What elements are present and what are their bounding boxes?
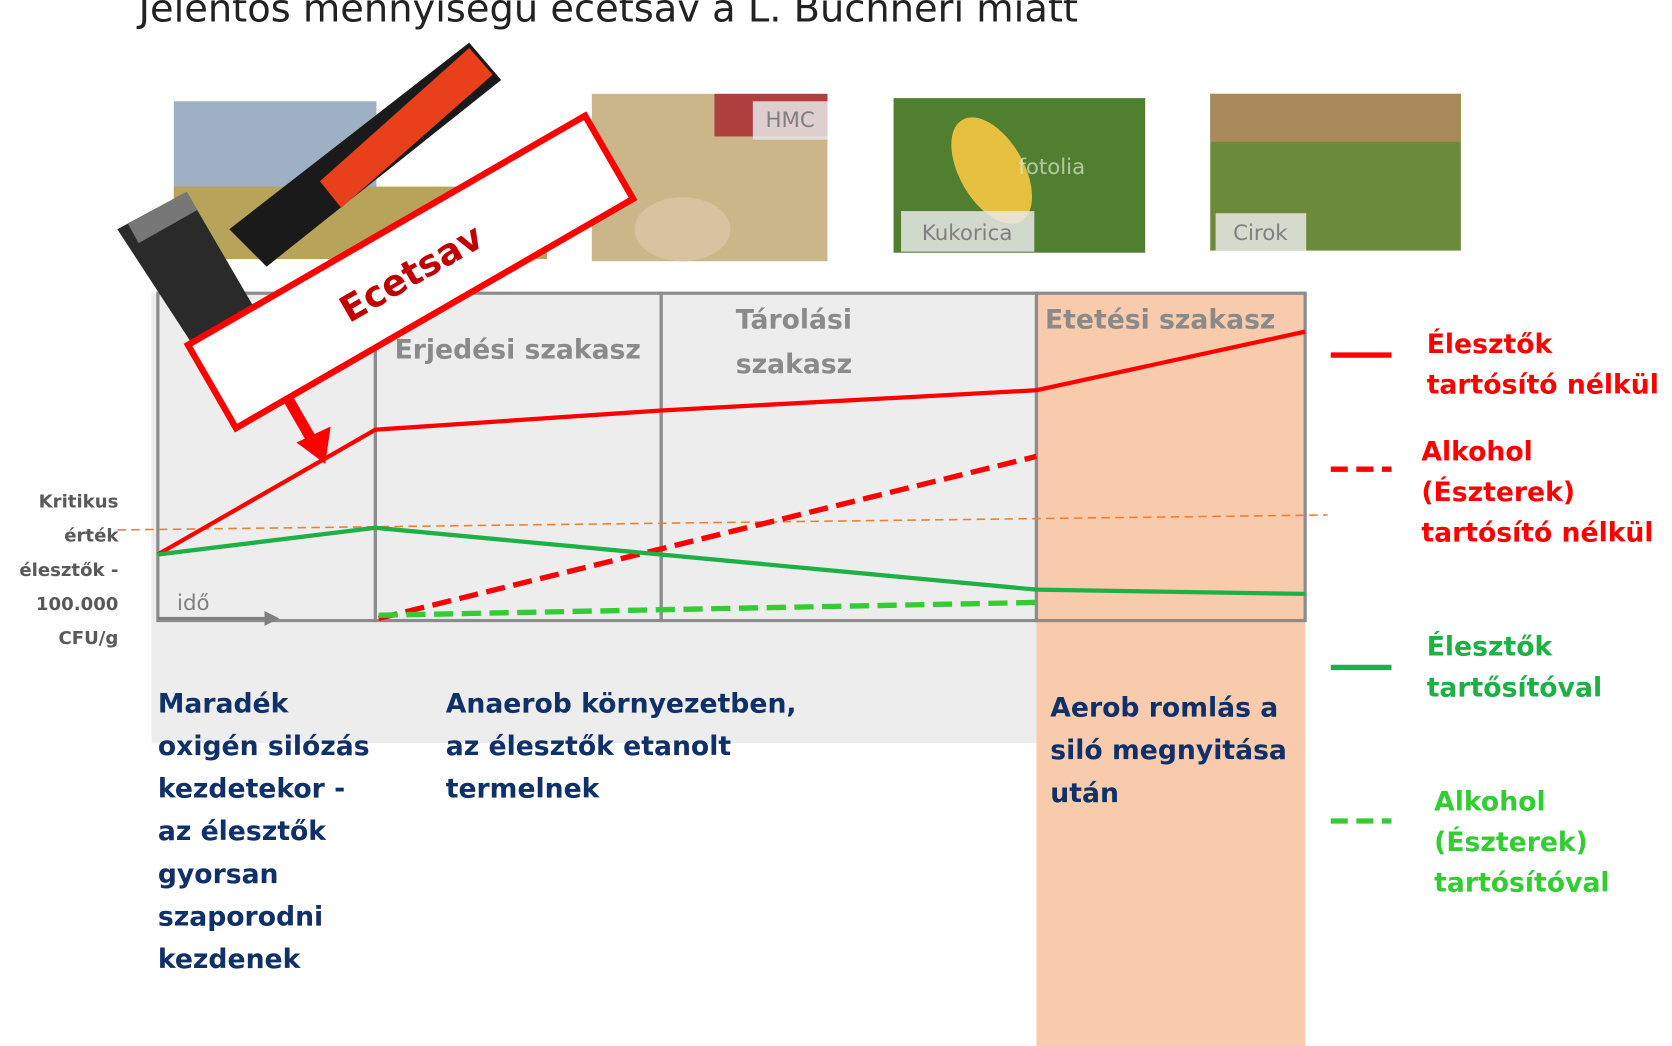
time-label: idő (177, 591, 210, 616)
legend-label: tartósító nélkül (1421, 518, 1653, 549)
description-line: termelnek (446, 774, 601, 805)
legend-label: Alkohol (1421, 437, 1532, 468)
phase-label: Erjedési szakasz (395, 334, 641, 365)
description-line: kezdetekor - (158, 774, 345, 805)
description-line: oxigén silózás (158, 731, 370, 762)
description-line: az élesztők (158, 816, 327, 847)
legend-label: tartósítóval (1434, 867, 1609, 898)
legend-label: Élesztők (1427, 328, 1554, 360)
legend-label: tartósító nélkül (1427, 369, 1659, 400)
phase-label: szakasz (736, 349, 852, 380)
critical-label: CFU/g (58, 628, 118, 649)
phase-label: Tárolási (736, 304, 852, 335)
page: Jelentős mennyiségű ecetsav a L. Buchner… (0, 0, 1672, 1046)
legend-label: Élesztők (1427, 631, 1554, 663)
description-line: Maradék (158, 688, 290, 719)
photo-label: Kukorica (922, 221, 1013, 246)
slide: Jelentős mennyiségű ecetsav a L. Buchner… (0, 0, 1672, 1046)
legend-label: (Észterek) (1421, 476, 1575, 508)
description-line: kezdenek (158, 944, 302, 975)
photo-label: Cirok (1233, 221, 1288, 246)
legend-label: Alkohol (1434, 786, 1545, 817)
description-line: szaporodni (158, 902, 323, 933)
legend-label: (Észterek) (1434, 826, 1588, 858)
photo-sorghum-heads (1210, 94, 1461, 142)
photo-hmc-hand (634, 197, 730, 261)
description-line: Aerob romlás a (1050, 693, 1278, 724)
photo-label: HMC (766, 108, 815, 133)
critical-label: 100.000 (36, 594, 118, 615)
slide-title: Jelentős mennyiségű ecetsav a L. Buchner… (137, 0, 1078, 31)
feeding-column (1036, 293, 1305, 1046)
critical-label: érték (64, 526, 119, 547)
description-line: után (1050, 778, 1119, 809)
critical-label: élesztők - (19, 560, 118, 581)
watermark: fotolia (1018, 155, 1085, 180)
phase-label: Etetési szakasz (1045, 304, 1275, 335)
description-line: az élesztők etanolt (446, 731, 732, 762)
description-line: gyorsan (158, 859, 279, 890)
legend-label: tartősítóval (1427, 672, 1602, 703)
critical-label: Kritikus (39, 492, 119, 513)
description-line: siló megnyitása (1050, 735, 1287, 766)
description-line: Anaerob környezetben, (446, 688, 797, 719)
